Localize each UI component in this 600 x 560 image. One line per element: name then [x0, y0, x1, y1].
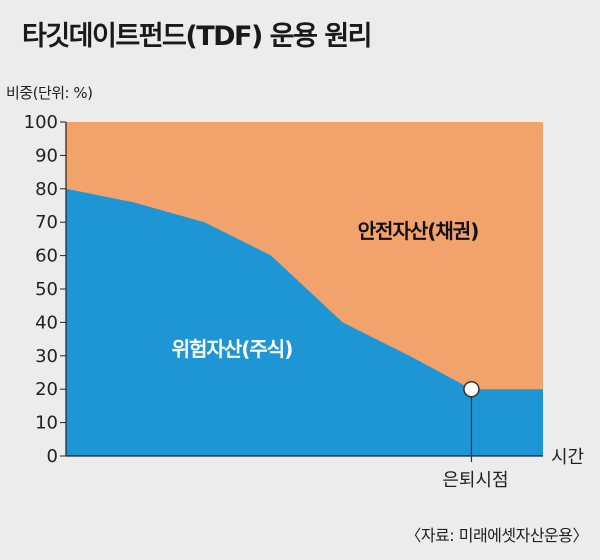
y-tick-label: 10	[35, 413, 58, 434]
y-tick-label: 80	[35, 179, 58, 200]
y-tick-label: 0	[47, 446, 58, 467]
retirement-marker	[463, 380, 480, 398]
risk-asset-area	[66, 188, 543, 457]
page-title: 타깃데이트펀드(TDF) 운용 원리	[22, 21, 373, 52]
retirement-label: 은퇴시점	[442, 470, 508, 491]
y-tick-label: 90	[35, 145, 58, 166]
source-note: 〈자료: 미래에셋자산운용〉	[405, 526, 588, 545]
y-tick-label: 60	[35, 246, 58, 267]
safe-asset-label: 안전자산(채권)	[358, 219, 479, 243]
y-axis-label: 비중(단위: %)	[6, 84, 93, 102]
y-tick-label: 20	[35, 379, 58, 400]
y-tick-label: 30	[35, 346, 58, 367]
y-tick-label: 70	[35, 212, 58, 233]
y-tick-label: 40	[35, 312, 58, 333]
risk-asset-label: 위험자산(주식)	[172, 337, 293, 361]
x-axis-label: 시간	[551, 447, 584, 468]
y-ticks: 0 10 20 30 40 50 60 70 80 90 100	[24, 112, 66, 467]
y-tick-label: 50	[35, 279, 58, 300]
y-tick-label: 100	[24, 112, 58, 133]
